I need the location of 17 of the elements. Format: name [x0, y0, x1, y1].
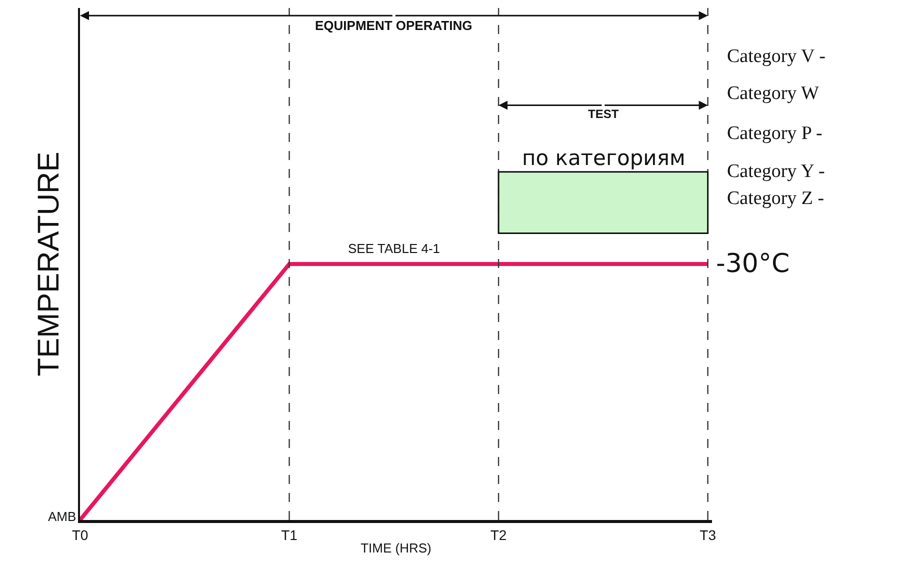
x-axis-title: TIME (HRS) — [360, 540, 432, 556]
text: Category P - — [727, 123, 822, 144]
x-tick-label: T3 — [700, 526, 716, 543]
x-tick-label: T0 — [72, 526, 88, 543]
text: Category V - — [727, 46, 826, 67]
text: Category Z - — [727, 188, 824, 209]
text: Category Y - — [727, 161, 825, 182]
annotation: AMB — [48, 509, 76, 524]
text: по категориям — [522, 146, 686, 170]
x-tick-label: T2 — [490, 526, 507, 543]
text: TEST — [588, 107, 620, 121]
text: Category W — [727, 83, 820, 104]
y-axis-title: TEMPERATURE — [32, 152, 66, 376]
annotation: SEE TABLE 4-1 — [348, 241, 440, 256]
annotation: -30°C — [716, 249, 790, 279]
text: EQUIPMENT OPERATING — [315, 18, 472, 33]
x-tick-label: T1 — [281, 526, 298, 543]
